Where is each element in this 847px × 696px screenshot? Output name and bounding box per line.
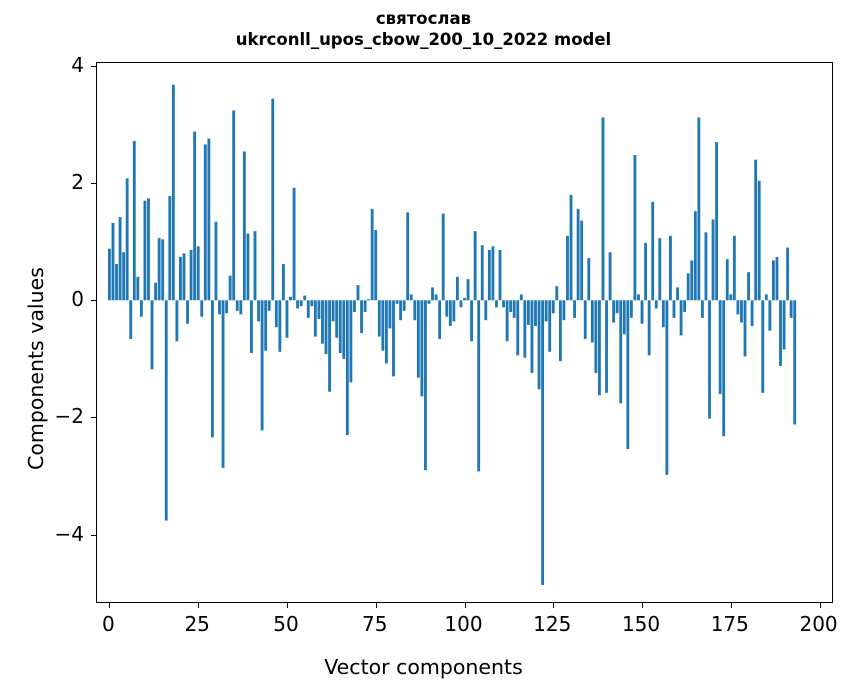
plot-axes bbox=[91, 62, 833, 608]
y-tick-mark bbox=[91, 534, 97, 536]
x-tick-mark bbox=[819, 602, 821, 608]
x-tick-mark bbox=[464, 602, 466, 608]
y-tick-mark bbox=[91, 300, 97, 302]
x-tick-mark bbox=[553, 602, 555, 608]
y-tick-mark bbox=[91, 65, 97, 67]
y-tick-mark bbox=[91, 183, 97, 185]
x-tick-label: 0 bbox=[102, 612, 115, 636]
chart-title-line1: святослав bbox=[375, 9, 472, 28]
x-tick-label: 25 bbox=[184, 612, 210, 636]
x-tick-label: 100 bbox=[444, 612, 483, 636]
y-tick-label: 0 bbox=[71, 287, 84, 312]
x-tick-label: 125 bbox=[533, 612, 572, 636]
x-tick-mark bbox=[375, 602, 377, 608]
y-tick-label: 4 bbox=[71, 52, 84, 77]
y-tick-label: −4 bbox=[54, 521, 84, 546]
x-axis-label: Vector components bbox=[324, 655, 523, 679]
y-tick-label: −2 bbox=[54, 404, 84, 429]
chart-title: святослав ukrconll_upos_cbow_200_10_2022… bbox=[0, 8, 847, 50]
x-tick-mark bbox=[730, 602, 732, 608]
x-tick-label: 150 bbox=[621, 612, 661, 636]
y-tick-mark bbox=[91, 417, 97, 419]
x-tick-mark bbox=[642, 602, 644, 608]
x-tick-mark bbox=[198, 602, 200, 608]
x-tick-label: 175 bbox=[710, 612, 749, 636]
bar-series bbox=[108, 84, 797, 586]
y-axis-label: Components values bbox=[24, 267, 48, 470]
x-tick-label: 50 bbox=[273, 612, 299, 636]
y-tick-label: 2 bbox=[71, 170, 84, 195]
chart-title-line2: ukrconll_upos_cbow_200_10_2022 model bbox=[235, 30, 612, 49]
x-tick-label: 200 bbox=[799, 612, 838, 636]
x-tick-mark bbox=[109, 602, 111, 608]
plot-area bbox=[97, 63, 832, 602]
x-tick-mark bbox=[286, 602, 288, 608]
x-tick-label: 75 bbox=[361, 612, 388, 636]
